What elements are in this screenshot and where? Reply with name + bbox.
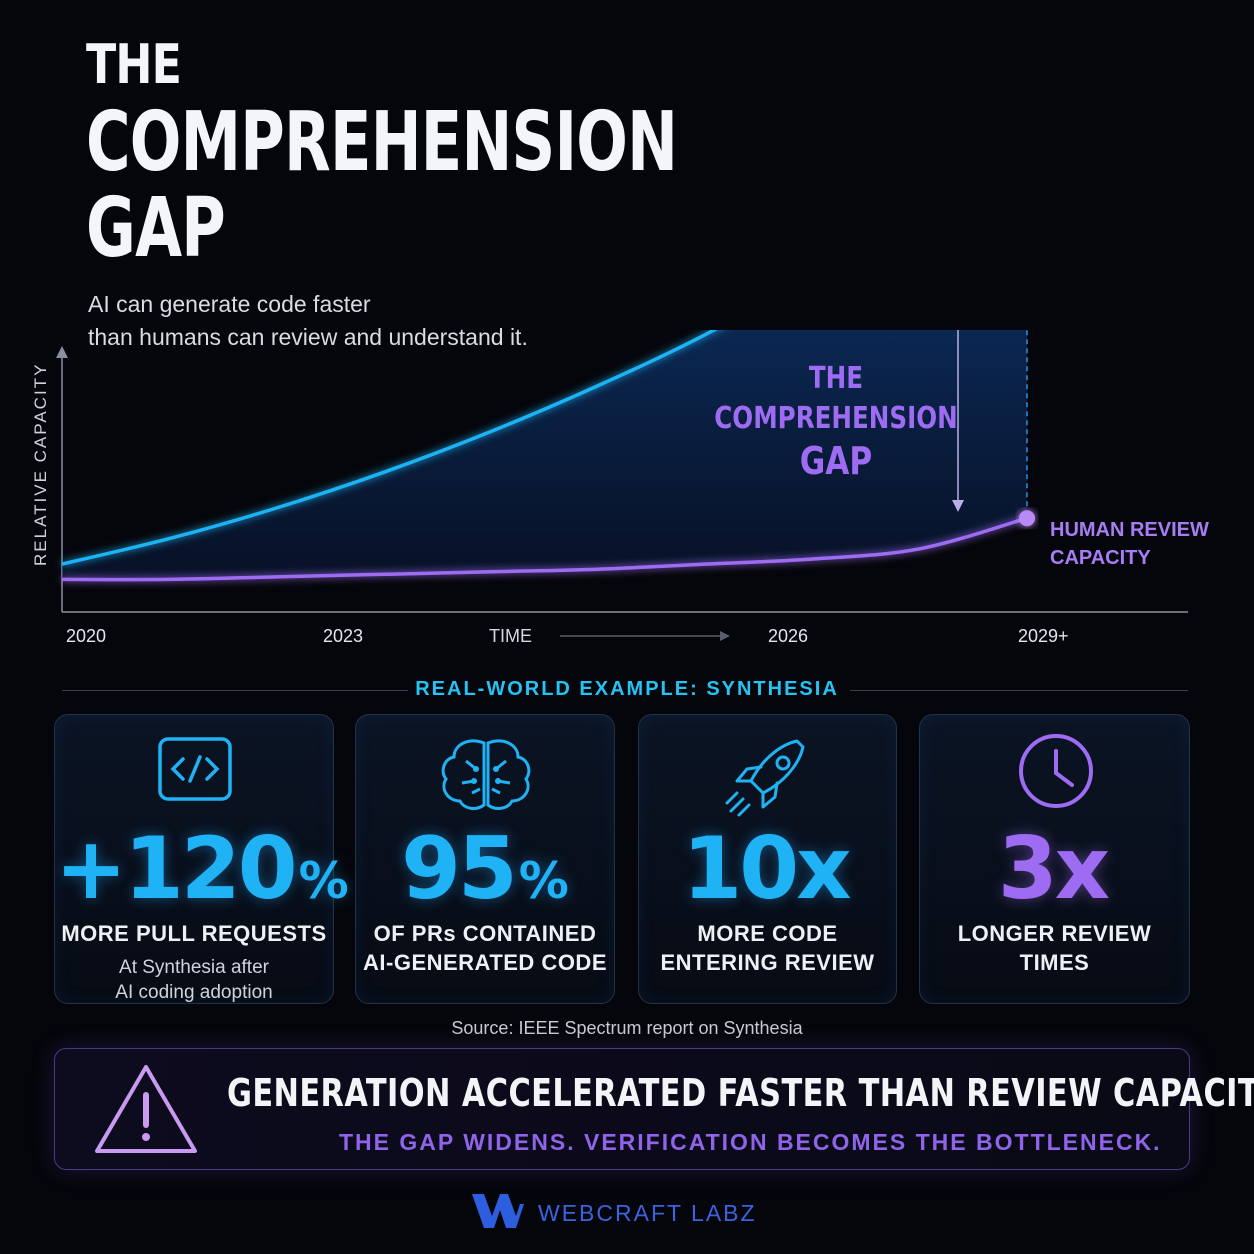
title-line-2: COMPREHENSION	[86, 95, 678, 190]
ai-capacity-line	[61, 330, 718, 566]
section-divider-right	[850, 690, 1188, 691]
stat-number: 3x	[997, 819, 1110, 919]
stat-unit: %	[518, 852, 569, 910]
gap-annotation-label: COMPREHENSION	[714, 402, 957, 436]
rocket-icon	[725, 739, 805, 817]
subtitle-line-1: AI can generate code faster	[88, 291, 371, 317]
gap-area	[62, 330, 1027, 580]
x-axis-label: TIME	[489, 626, 532, 646]
stat-label: OF PRs CONTAINED AI-GENERATED CODE	[356, 919, 614, 977]
brand-name: WEBCRAFT LABZ	[538, 1200, 757, 1226]
stat-label-line: AI-GENERATED CODE	[363, 950, 607, 975]
stat-card-review-times: 3x LONGER REVIEW TIMES	[919, 714, 1190, 1004]
section-divider-left	[62, 690, 408, 691]
stat-note: At Synthesia after AI coding adoption	[55, 955, 333, 1005]
stat-number: 95	[401, 819, 518, 919]
stat-label: LONGER REVIEW TIMES	[920, 919, 1189, 977]
stat-value: 3x	[920, 819, 1189, 931]
clock-icon	[1019, 734, 1093, 808]
stat-note-line: At Synthesia after	[119, 957, 269, 978]
code-icon	[158, 737, 232, 801]
human-end-point	[1019, 510, 1035, 527]
source-note: Source: IEEE Spectrum report on Synthesi…	[451, 1018, 803, 1038]
stat-value: 10x	[639, 819, 896, 931]
stat-number: 10x	[682, 819, 851, 919]
conclusion-banner: GENERATION ACCELERATED FASTER THAN REVIE…	[54, 1048, 1254, 1170]
x-tick-label: 2020	[66, 626, 106, 646]
gap-annotation-label: THE	[809, 362, 863, 396]
stat-label-line: OF PRs CONTAINED	[373, 921, 597, 946]
stat-label: MORE PULL REQUESTS	[55, 919, 333, 948]
gap-arrow-head-down	[952, 500, 964, 512]
human-series-label: CAPACITY	[1050, 547, 1151, 569]
section-label: REAL-WORLD EXAMPLE: SYNTHESIA	[415, 678, 839, 700]
stat-card-ai-generated: 95% OF PRs CONTAINED AI-GENERATED CODE	[355, 714, 615, 1004]
stat-unit: %	[298, 852, 349, 910]
x-tick-label: 2026	[768, 626, 808, 646]
title-line-3: GAP	[86, 181, 226, 276]
page-title: THE COMPREHENSION GAP	[86, 30, 885, 272]
gap-annotation-label: GAP	[800, 440, 873, 484]
brain-icon	[441, 739, 531, 810]
stat-value: 95%	[356, 819, 614, 931]
stat-note-line: AI coding adoption	[115, 982, 273, 1003]
banner-headline: GENERATION ACCELERATED FASTER THAN REVIE…	[227, 1071, 1254, 1115]
stat-label-line: ENTERING REVIEW	[660, 950, 875, 975]
stat-value: +120%	[55, 819, 349, 931]
title-line-1: THE	[86, 33, 182, 96]
subtitle: AI can generate code faster than humans …	[88, 288, 608, 354]
time-arrow-head	[720, 631, 730, 641]
stat-label-line: LONGER REVIEW TIMES	[957, 921, 1152, 975]
human-capacity-line	[61, 516, 1028, 582]
stat-label-line: MORE CODE	[697, 921, 838, 946]
capacity-chart: RELATIVE CAPACITY2020202320262029+TIMEAI…	[31, 330, 1209, 646]
webcraft-logo-icon	[472, 1194, 524, 1228]
warning-icon	[95, 1065, 197, 1153]
stat-label: MORE CODE ENTERING REVIEW	[639, 919, 896, 977]
subtitle-line-2: than humans can review and understand it…	[88, 324, 528, 350]
banner-subline: THE GAP WIDENS. VERIFICATION BECOMES THE…	[339, 1129, 1162, 1155]
x-tick-label: 2023	[323, 626, 363, 646]
stat-number: +120	[55, 819, 298, 919]
stat-card-pull-requests: +120% MORE PULL REQUESTS At Synthesia af…	[54, 714, 349, 1005]
y-axis-arrow	[56, 346, 68, 358]
stat-label-line: MORE PULL REQUESTS	[61, 921, 327, 946]
x-tick-label: 2029+	[1018, 626, 1069, 646]
human-series-label: HUMAN REVIEW	[1050, 519, 1209, 541]
y-axis-label: RELATIVE CAPACITY	[31, 363, 50, 566]
stat-card-code-review: 10x MORE CODE ENTERING REVIEW	[638, 714, 897, 1004]
